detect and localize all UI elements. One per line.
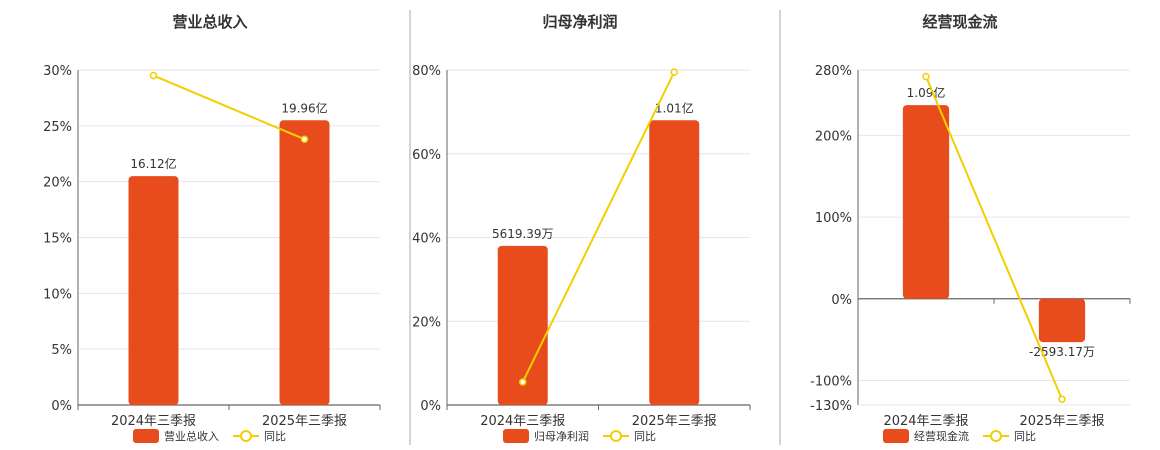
legend-line-label: 同比 xyxy=(1014,430,1036,443)
y-tick-label: 20% xyxy=(43,176,72,191)
bar-1[interactable] xyxy=(128,176,179,405)
bar-data-label: 1.09亿 xyxy=(907,85,946,100)
chart-title: 归母净利润 xyxy=(542,13,617,31)
legend-bar-swatch-icon xyxy=(883,429,909,443)
y-tick-label: 0% xyxy=(51,399,72,414)
legend-bar-swatch-icon xyxy=(503,429,529,443)
legend-line-label: 同比 xyxy=(264,430,286,443)
y-tick-label: 0% xyxy=(831,293,852,308)
bar-1[interactable] xyxy=(902,105,950,299)
bar-2[interactable] xyxy=(279,120,330,405)
legend-bar-label: 营业总收入 xyxy=(164,429,219,443)
x-category-label: 2024年三季报 xyxy=(480,414,565,429)
y-tick-label: 20% xyxy=(412,315,441,330)
x-category-label: 2025年三季报 xyxy=(262,414,347,429)
legend-line-circle-icon xyxy=(990,430,1002,442)
y-tick-label: 80% xyxy=(412,64,441,79)
bar-data-label: -2593.17万 xyxy=(1029,345,1095,359)
legend-bar-label: 归母净利润 xyxy=(534,429,589,443)
y-tick-label: 30% xyxy=(43,64,72,79)
legend-bar-swatch-icon xyxy=(133,429,159,443)
x-category-label: 2025年三季报 xyxy=(1019,414,1104,429)
yoy-line xyxy=(521,71,676,383)
bar-2[interactable] xyxy=(1038,298,1086,343)
x-category-label: 2024年三季报 xyxy=(883,414,968,429)
legend-line-label: 同比 xyxy=(634,430,656,443)
bar-data-label: 5619.39万 xyxy=(492,227,554,241)
bar-1[interactable] xyxy=(497,245,548,405)
yoy-point-1[interactable] xyxy=(149,71,158,80)
yoy-point-1[interactable] xyxy=(922,72,930,81)
y-tick-label: 100% xyxy=(815,211,852,226)
bar-2[interactable] xyxy=(649,120,700,405)
y-tick-label: 60% xyxy=(412,148,441,163)
legend-bar-label: 经营现金流 xyxy=(914,429,969,443)
y-tick-label: 15% xyxy=(43,232,72,247)
bar-data-label: 16.12亿 xyxy=(130,156,176,171)
yoy-point-1[interactable] xyxy=(519,378,527,386)
x-category-label: 2025年三季报 xyxy=(632,414,717,429)
bar-data-label: 1.01亿 xyxy=(655,100,694,115)
y-tick-label: -100% xyxy=(810,374,852,389)
chart-panel-2: 归母净利润 80% 60% 40% 20% 0% 2024年三季报 2025年三季报 5619.… xyxy=(412,13,751,443)
chart-title: 营业总收入 xyxy=(172,13,247,31)
chart-panel-1: 营业总收入 30% 25% 20% 15% 10% 5% 0% 2024年三季报 2025年三季报… xyxy=(43,13,381,443)
y-tick-label: 10% xyxy=(43,287,72,302)
yoy-line xyxy=(925,76,1063,400)
y-tick-label: 200% xyxy=(815,129,852,144)
yoy-point-2[interactable] xyxy=(300,135,309,143)
yoy-point-2[interactable] xyxy=(1058,395,1066,404)
yoy-point-2[interactable] xyxy=(670,68,678,76)
x-category-label: 2024年三季报 xyxy=(111,414,196,429)
bar-data-label: 19.96亿 xyxy=(281,100,327,115)
chart-panel-3: 经营现金流 280% 200% 100% 0% -100% -130% 2024年三季报 202… xyxy=(810,13,1131,443)
y-tick-label: 0% xyxy=(420,399,441,414)
y-tick-label: 40% xyxy=(412,232,441,247)
chart-title: 经营现金流 xyxy=(922,13,997,31)
legend-line-circle-icon xyxy=(610,430,622,442)
legend-line-circle-icon xyxy=(240,430,252,442)
yoy-line xyxy=(153,74,305,141)
y-tick-label: -130% xyxy=(810,399,852,414)
y-tick-label: 280% xyxy=(815,64,852,79)
y-tick-label: 25% xyxy=(43,120,72,135)
y-tick-label: 5% xyxy=(51,343,72,358)
